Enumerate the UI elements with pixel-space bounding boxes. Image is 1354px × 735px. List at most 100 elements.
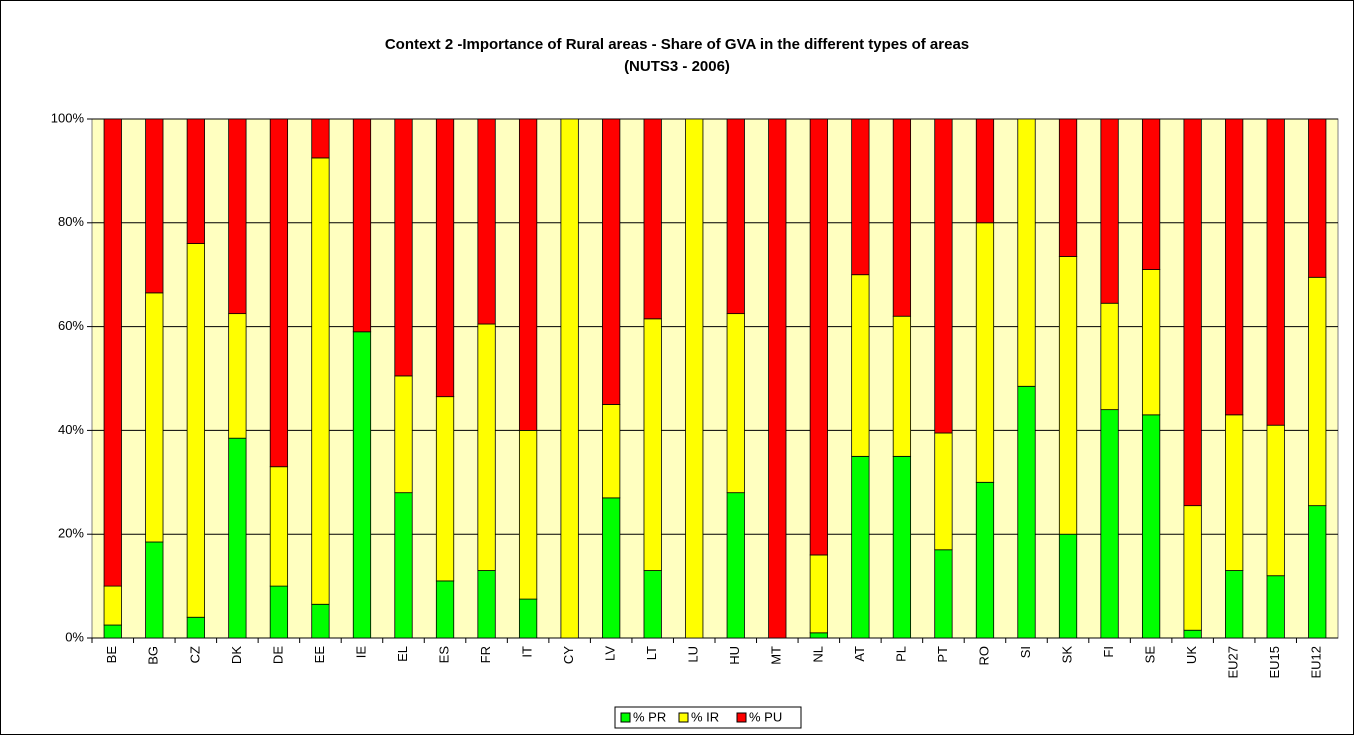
x-tick-label: NL	[810, 646, 825, 663]
x-tick-label: BE	[104, 646, 119, 664]
x-tick-label: CY	[561, 646, 576, 664]
bar-segment	[228, 313, 247, 439]
bar-segment	[560, 118, 579, 639]
bar-segment	[352, 331, 372, 639]
bar-segment	[643, 118, 662, 320]
bar-segment	[809, 554, 828, 634]
bar-segment	[186, 243, 205, 618]
bar-segment	[311, 157, 330, 605]
bar-segment	[103, 118, 122, 587]
x-tick-label: EU12	[1309, 646, 1324, 679]
bar-segment	[145, 541, 164, 639]
bar-segment	[477, 570, 496, 639]
x-tick-label: PL	[893, 646, 908, 662]
bar-segment	[1058, 533, 1078, 639]
y-tick-label: 0%	[65, 629, 84, 644]
bar-segment	[851, 274, 870, 457]
bar-segment	[269, 585, 289, 639]
bar-segment	[1266, 575, 1285, 639]
x-tick-label: ES	[436, 646, 451, 664]
bar-segment	[145, 118, 164, 294]
x-tick-label: IT	[520, 646, 535, 658]
y-tick-label: 60%	[58, 318, 84, 333]
bar-segment	[892, 315, 912, 457]
x-tick-label: IE	[353, 646, 368, 659]
bar-segment	[975, 118, 995, 224]
bar-segment	[1266, 424, 1285, 577]
x-tick-label: SI	[1018, 646, 1033, 658]
x-tick-label: SE	[1143, 646, 1158, 664]
bar-segment	[186, 616, 205, 639]
x-tick-label: LV	[603, 646, 618, 661]
bar-segment	[1058, 118, 1078, 257]
bar-segment	[1100, 302, 1119, 411]
bar-segment	[186, 118, 205, 244]
bar-segment	[269, 466, 289, 587]
bar-segment	[1017, 385, 1036, 639]
x-tick-label: EU15	[1267, 646, 1282, 679]
bar-segment	[1225, 414, 1244, 571]
bar-segment	[394, 118, 413, 377]
bar-segment	[768, 118, 787, 639]
bar-segment	[394, 492, 413, 639]
legend-label: % PU	[749, 709, 782, 724]
bar-segment	[643, 570, 662, 639]
x-tick-label: AT	[852, 646, 867, 662]
legend-label: % IR	[691, 709, 719, 724]
bar-segment	[1308, 276, 1327, 507]
bar-segment	[1266, 118, 1285, 426]
bar-segment	[1308, 118, 1327, 278]
bar-segment	[643, 318, 662, 571]
bar-segment	[1183, 629, 1202, 639]
chart-title: Context 2 -Importance of Rural areas - S…	[385, 36, 969, 53]
bar-segment	[602, 404, 621, 499]
chart-subtitle: (NUTS3 - 2006)	[624, 58, 730, 75]
x-tick-label: HU	[727, 646, 742, 665]
y-tick-label: 100%	[51, 110, 85, 125]
bar-segment	[518, 598, 538, 639]
bar-segment	[1183, 118, 1202, 507]
bar-segment	[602, 118, 621, 405]
x-tick-label: FR	[478, 646, 493, 663]
bar-segment	[394, 375, 413, 494]
bar-segment	[851, 455, 870, 639]
x-tick-label: LT	[644, 646, 659, 660]
bar-segment	[1308, 505, 1327, 639]
bar-segment	[934, 118, 953, 434]
x-tick-label: EL	[395, 646, 410, 662]
bar-segment	[1225, 570, 1244, 639]
x-tick-label: MT	[769, 646, 784, 665]
bar-segment	[311, 118, 330, 159]
bar-segment	[809, 632, 828, 639]
legend-label: % PR	[633, 709, 666, 724]
bar-segment	[477, 118, 496, 325]
y-tick-label: 20%	[58, 526, 84, 541]
legend-swatch	[678, 712, 689, 723]
bar-segment	[975, 222, 995, 483]
x-tick-label: RO	[976, 646, 991, 666]
bar-segment	[726, 313, 745, 494]
bar-segment	[892, 118, 912, 317]
x-tick-label: EU27	[1226, 646, 1241, 679]
bar-segment	[1183, 505, 1202, 631]
bar-segment	[228, 118, 247, 315]
x-tick-label: LU	[686, 646, 701, 663]
x-tick-label: UK	[1184, 646, 1199, 664]
bar-segment	[602, 497, 621, 639]
legend-swatch	[736, 712, 747, 723]
x-tick-label: PT	[935, 646, 950, 663]
bar-segment	[477, 323, 496, 571]
bar-segment	[103, 624, 122, 639]
bar-segment	[145, 292, 164, 543]
bar-segment	[1100, 409, 1119, 639]
y-tick-label: 40%	[58, 422, 84, 437]
x-tick-label: BG	[146, 646, 161, 665]
bar-segment	[518, 118, 538, 431]
legend-box	[614, 706, 802, 729]
x-tick-label: DE	[270, 646, 285, 664]
bar-segment	[892, 455, 912, 639]
bar-segment	[269, 118, 289, 468]
y-tick-label: 80%	[58, 214, 84, 229]
bar-segment	[1141, 118, 1161, 270]
